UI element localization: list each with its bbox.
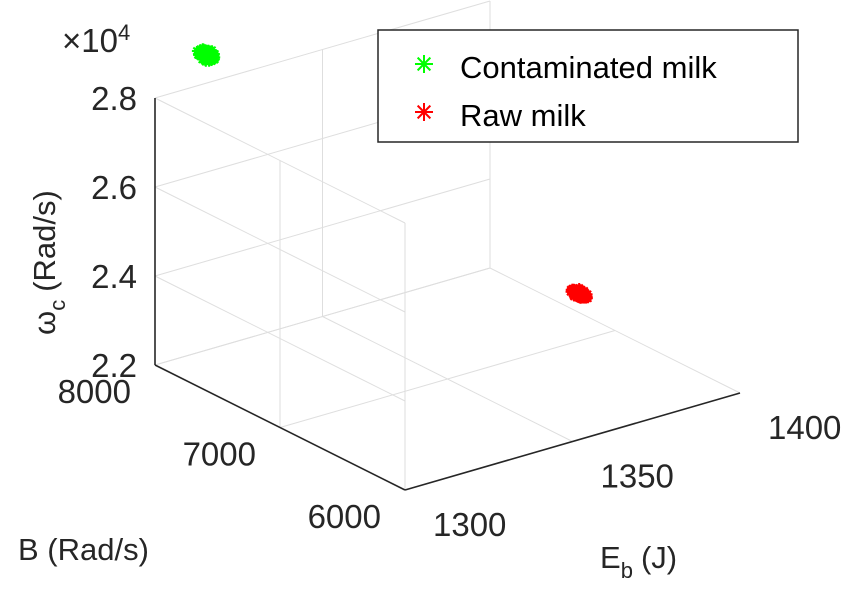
y-axis-line: [154, 364, 406, 491]
data-series: [191, 43, 593, 304]
z-exponent-label: ×104: [62, 20, 130, 59]
data-point: [205, 47, 216, 58]
legend-label-raw: Raw milk: [460, 98, 586, 133]
x-tick-label: 1350: [601, 458, 674, 495]
z-axis-label: ωc(Rad/s): [27, 190, 70, 335]
x-axis-label: Eb (J): [600, 540, 677, 583]
z-tick-label: 2.8: [91, 80, 137, 117]
series-raw-milk: [565, 282, 593, 304]
grid-line: [154, 275, 406, 402]
series-contaminated-milk: [191, 43, 221, 67]
x-tick-label: 1300: [433, 506, 506, 543]
grid-line: [279, 330, 616, 428]
grid-line: [154, 267, 491, 366]
legend-marker-contaminated: [415, 55, 433, 73]
data-point: [578, 286, 589, 297]
grid-line: [154, 186, 406, 313]
z-tick-label: 2.2: [91, 347, 137, 384]
y-axis-label: B (Rad/s): [18, 532, 149, 567]
axes-box: [154, 98, 741, 491]
data-point: [567, 283, 578, 294]
y-tick-label: 7000: [183, 436, 256, 473]
legend-asterisk: [415, 55, 433, 73]
y-tick-label: 8000: [58, 373, 131, 410]
legend-box: [377, 29, 799, 143]
x-tick-label: 1400: [768, 409, 841, 446]
y-tick-label: 6000: [308, 498, 381, 535]
data-point: [200, 56, 211, 67]
legend-asterisk: [415, 103, 433, 121]
legend-marker-raw: [415, 103, 433, 121]
x-axis-line: [404, 392, 741, 491]
data-point: [197, 43, 208, 54]
z-tick-label: 2.6: [91, 169, 137, 206]
z-tick-label: 2.4: [91, 258, 137, 295]
grid-line: [154, 178, 491, 277]
grid-line: [154, 97, 406, 224]
legend: Contaminated milk Raw milk: [377, 29, 799, 143]
grid-line: [154, 0, 491, 99]
legend-label-contaminated: Contaminated milk: [460, 50, 717, 85]
data-point: [575, 293, 586, 304]
